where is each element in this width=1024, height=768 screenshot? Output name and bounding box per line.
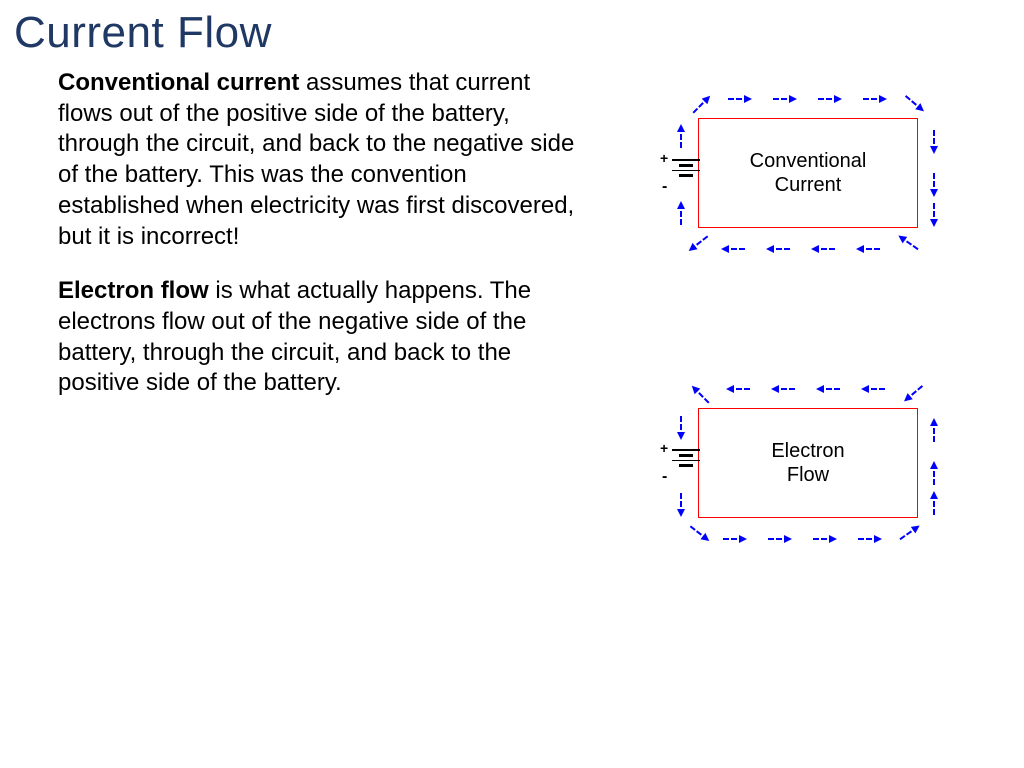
para1-rest: assumes that current flows out of the po…: [58, 69, 574, 250]
paragraph-electron: Electron flow is what actually happens. …: [58, 276, 578, 399]
para1-bold: Conventional current: [58, 69, 299, 96]
content-area: Conventional current assumes that curren…: [0, 58, 1024, 548]
plus-icon: +: [660, 440, 668, 456]
diagram-conventional: ConventionalCurrent + -: [648, 88, 958, 258]
minus-icon: -: [662, 468, 667, 486]
diagram2-label: ElectronFlow: [698, 408, 918, 518]
page-title: Current Flow: [0, 0, 1024, 58]
diagram-column: ConventionalCurrent + -: [578, 68, 1004, 548]
battery-icon: + -: [672, 156, 700, 180]
minus-icon: -: [662, 178, 667, 196]
diagram1-label: ConventionalCurrent: [698, 118, 918, 228]
plus-icon: +: [660, 150, 668, 166]
paragraph-conventional: Conventional current assumes that curren…: [58, 68, 578, 252]
text-column: Conventional current assumes that curren…: [58, 68, 578, 548]
diagram-electron: ElectronFlow + -: [648, 378, 958, 548]
para2-bold: Electron flow: [58, 277, 209, 304]
battery-icon: + -: [672, 446, 700, 470]
